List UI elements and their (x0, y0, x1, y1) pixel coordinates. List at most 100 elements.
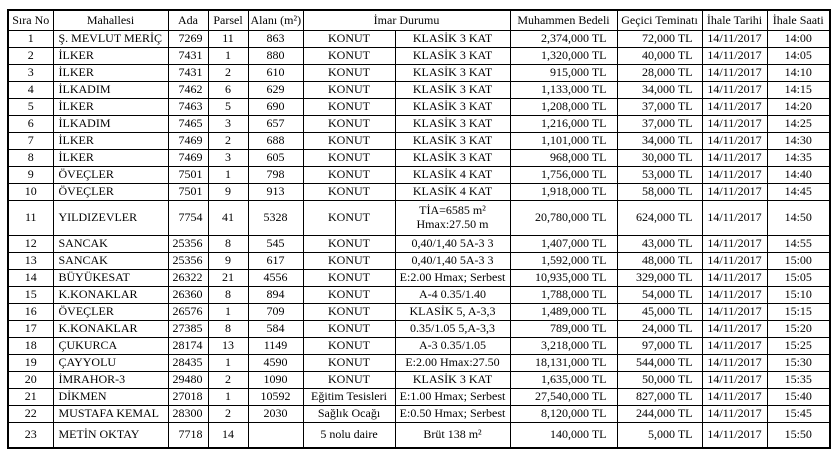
cell-parsel: 2 (207, 132, 249, 150)
cell-sira-no: 2 (7, 47, 54, 65)
cell-gecici-teminati: 28,000 TL (616, 64, 703, 82)
table-header: Sıra No Mahallesi Ada Parsel Alanı (m²) … (7, 9, 831, 31)
cell-mahallesi: İLKER (52, 149, 169, 167)
cell-gecici-teminati: 72,000 TL (616, 30, 703, 48)
cell-sira-no: 17 (7, 320, 54, 338)
table-row: 13 SANCAK 25356 9 617 KONUT 0,40/1,40 5A… (7, 252, 831, 270)
cell-muhammen-bedeli: 968,000 TL (509, 149, 618, 167)
cell-mahallesi: MUSTAFA KEMAL (52, 405, 169, 423)
cell-ihale-saati: 14:50 (766, 200, 831, 236)
cell-mahallesi: İLKADIM (52, 81, 169, 99)
auction-table: Sıra No Mahallesi Ada Parsel Alanı (m²) … (7, 9, 831, 449)
cell-ihale-tarihi: 14/11/2017 (701, 115, 768, 133)
cell-ihale-tarihi: 14/11/2017 (701, 405, 768, 423)
cell-ihale-tarihi: 14/11/2017 (701, 200, 768, 236)
cell-alani: 5328 (247, 200, 304, 236)
cell-parsel: 2 (207, 371, 249, 389)
cell-ada: 7501 (167, 166, 209, 184)
cell-ihale-tarihi: 14/11/2017 (701, 303, 768, 321)
cell-ihale-saati: 15:40 (766, 388, 831, 406)
cell-ada: 28435 (167, 354, 209, 372)
cell-sira-no: 19 (7, 354, 54, 372)
header-imar-durumu: İmar Durumu (302, 9, 511, 31)
cell-sira-no: 5 (7, 98, 54, 116)
header-mahallesi: Mahallesi (52, 9, 169, 31)
cell-parsel: 1 (207, 166, 249, 184)
cell-muhammen-bedeli: 1,320,000 TL (509, 47, 618, 65)
cell-alani: 4590 (247, 354, 304, 372)
cell-alani: 10592 (247, 388, 304, 406)
cell-mahallesi: K.KONAKLAR (52, 286, 169, 304)
cell-imar-detay: KLASİK 4 KAT (394, 183, 511, 201)
cell-imar-kullanim: KONUT (302, 30, 396, 48)
cell-parsel: 8 (207, 286, 249, 304)
cell-sira-no: 21 (7, 388, 54, 406)
cell-mahallesi: DİKMEN (52, 388, 169, 406)
cell-muhammen-bedeli: 1,407,000 TL (509, 235, 618, 253)
cell-ada: 7469 (167, 149, 209, 167)
cell-ihale-saati: 14:20 (766, 98, 831, 116)
cell-gecici-teminati: 37,000 TL (616, 115, 703, 133)
cell-ihale-saati: 14:35 (766, 149, 831, 167)
cell-ihale-tarihi: 14/11/2017 (701, 286, 768, 304)
cell-ihale-tarihi: 14/11/2017 (701, 132, 768, 150)
cell-parsel: 13 (207, 337, 249, 355)
table-row: 23 METİN OKTAY 7718 14 5 nolu daire Brüt… (7, 422, 831, 449)
cell-alani: 4556 (247, 269, 304, 287)
cell-ada: 7431 (167, 47, 209, 65)
cell-gecici-teminati: 43,000 TL (616, 235, 703, 253)
cell-ihale-saati: 14:10 (766, 64, 831, 82)
table-row: 7 İLKER 7469 2 688 KONUT KLASİK 3 KAT 1,… (7, 132, 831, 150)
cell-parsel: 1 (207, 388, 249, 406)
cell-muhammen-bedeli: 140,000 TL (509, 422, 618, 449)
cell-imar-detay: KLASİK 3 KAT (394, 98, 511, 116)
cell-ihale-tarihi: 14/11/2017 (701, 422, 768, 449)
cell-imar-kullanim: KONUT (302, 354, 396, 372)
cell-mahallesi: YILDIZEVLER (52, 200, 169, 236)
cell-alani: 798 (247, 166, 304, 184)
cell-parsel: 2 (207, 64, 249, 82)
cell-mahallesi: BÜYÜKESAT (52, 269, 169, 287)
cell-alani: 863 (247, 30, 304, 48)
cell-parsel: 6 (207, 81, 249, 99)
cell-mahallesi: K.KONAKLAR (52, 320, 169, 338)
cell-muhammen-bedeli: 915,000 TL (509, 64, 618, 82)
cell-sira-no: 3 (7, 64, 54, 82)
cell-gecici-teminati: 624,000 TL (616, 200, 703, 236)
cell-muhammen-bedeli: 27,540,000 TL (509, 388, 618, 406)
cell-ada: 7462 (167, 81, 209, 99)
cell-mahallesi: SANCAK (52, 252, 169, 270)
table-row: 14 BÜYÜKESAT 26322 21 4556 KONUT E:2.00 … (7, 269, 831, 287)
cell-mahallesi: METİN OKTAY (52, 422, 169, 449)
cell-mahallesi: Ş. MEVLUT MERİÇ (52, 30, 169, 48)
cell-alani: 605 (247, 149, 304, 167)
cell-alani: 709 (247, 303, 304, 321)
cell-alani (247, 422, 304, 449)
table-row: 4 İLKADIM 7462 6 629 KONUT KLASİK 3 KAT … (7, 81, 831, 99)
cell-gecici-teminati: 34,000 TL (616, 132, 703, 150)
cell-imar-detay: E:2.00 Hmax; Serbest (394, 269, 511, 287)
table-row: 20 İMRAHOR-3 29480 2 1090 KONUT KLASİK 3… (7, 371, 831, 389)
table-row: 16 ÖVEÇLER 26576 1 709 KONUT KLASİK 5, A… (7, 303, 831, 321)
cell-alani: 2030 (247, 405, 304, 423)
cell-imar-kullanim: KONUT (302, 64, 396, 82)
cell-muhammen-bedeli: 3,218,000 TL (509, 337, 618, 355)
header-ihale-tarihi: İhale Tarihi (701, 9, 768, 31)
cell-mahallesi: ÖVEÇLER (52, 303, 169, 321)
cell-ihale-tarihi: 14/11/2017 (701, 81, 768, 99)
cell-ada: 25356 (167, 235, 209, 253)
cell-sira-no: 14 (7, 269, 54, 287)
cell-alani: 1090 (247, 371, 304, 389)
cell-parsel: 8 (207, 235, 249, 253)
cell-ihale-saati: 15:25 (766, 337, 831, 355)
cell-alani: 913 (247, 183, 304, 201)
cell-sira-no: 18 (7, 337, 54, 355)
table-body: 1 Ş. MEVLUT MERİÇ 7269 11 863 KONUT KLAS… (7, 30, 831, 449)
cell-mahallesi: ÇUKURCA (52, 337, 169, 355)
cell-ada: 7469 (167, 132, 209, 150)
table-row: 12 SANCAK 25356 8 545 KONUT 0,40/1,40 5A… (7, 235, 831, 253)
cell-sira-no: 23 (7, 422, 54, 449)
cell-muhammen-bedeli: 789,000 TL (509, 320, 618, 338)
table-row: 2 İLKER 7431 1 880 KONUT KLASİK 3 KAT 1,… (7, 47, 831, 65)
cell-imar-detay: KLASİK 5, A-3,3 (394, 303, 511, 321)
